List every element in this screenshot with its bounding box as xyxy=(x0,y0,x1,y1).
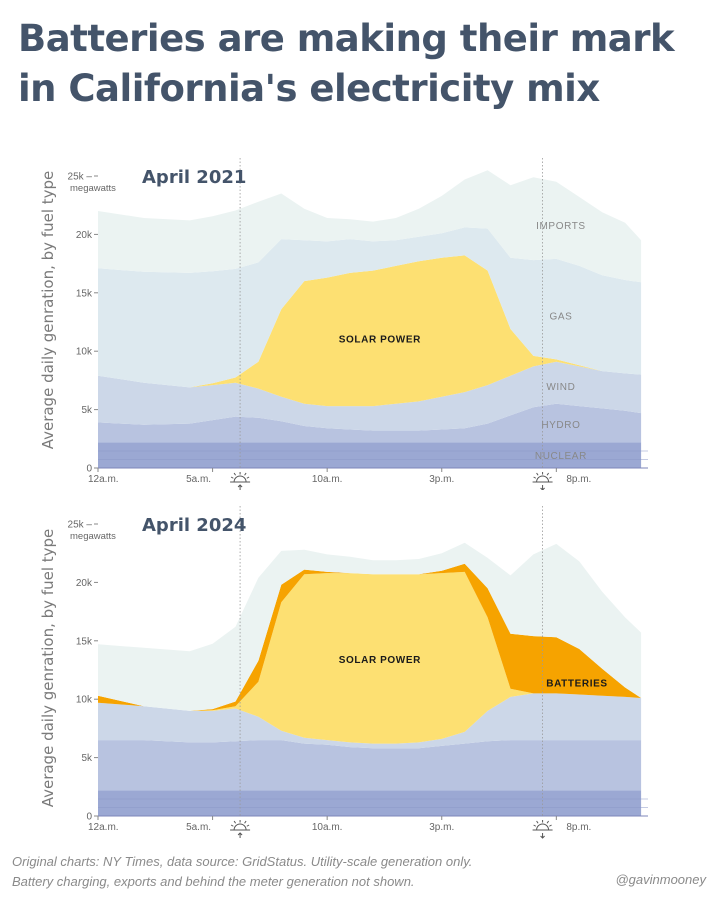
series-label-hydro: HYDRO xyxy=(541,420,580,431)
sunset-icon xyxy=(532,472,553,490)
x-tick-label: 10a.m. xyxy=(312,822,343,833)
chart-april-2024: 0 5k 10k 15k 20k 25k –megawatts 12a.m. 5a.m. 10a… xyxy=(68,506,648,839)
series-label-solar-power: SOLAR POWER xyxy=(339,334,421,345)
chart-april-2021: 0 5k 10k 15k 20k 25k –megawatts 12a.m. 5a.m. 10a… xyxy=(68,158,648,490)
area-imports xyxy=(98,170,642,283)
series-label-batteries: BATTERIES xyxy=(546,678,607,689)
area-solar-power xyxy=(98,255,642,407)
y-tick-label: 5k xyxy=(81,405,93,416)
y-tick-label: 0 xyxy=(86,812,92,823)
y-tick-label: 20k xyxy=(76,230,93,241)
series-label-gas: GAS xyxy=(549,312,572,323)
series-label-nuclear: NUCLEAR xyxy=(535,451,587,462)
y-tick-label: 25k – xyxy=(68,520,93,531)
area-gas xyxy=(98,227,642,388)
series-label-solar-power: SOLAR POWER xyxy=(339,655,421,666)
x-tick-label: 5a.m. xyxy=(186,474,211,485)
area-hydro xyxy=(98,740,642,791)
footer-note: Original charts: NY Times, data source: … xyxy=(12,852,472,892)
x-tick-label: 12a.m. xyxy=(88,822,119,833)
y-tick-label: 10k xyxy=(76,695,93,706)
page-title: Batteries are making their mark in Calif… xyxy=(18,17,675,110)
author-handle: @gavinmooney xyxy=(615,872,706,887)
area-batteries xyxy=(98,563,642,711)
series-label-wind: WIND xyxy=(546,382,575,393)
x-tick-label: 10a.m. xyxy=(312,474,343,485)
x-tick-label: 5a.m. xyxy=(186,822,211,833)
chart-title: April 2024 xyxy=(142,515,246,536)
x-tick-label: 12a.m. xyxy=(88,474,119,485)
area-hydro xyxy=(98,403,642,443)
area-wind xyxy=(98,693,642,749)
x-tick-label: 3p.m. xyxy=(429,822,454,833)
area-imports xyxy=(98,542,642,711)
x-tick-label: 3p.m. xyxy=(429,474,454,485)
y-tick-label: 15k xyxy=(76,288,93,299)
y-tick-label: 20k xyxy=(76,578,93,589)
y-unit-label: megawatts xyxy=(70,183,116,194)
y-tick-label: 0 xyxy=(86,464,92,475)
y-unit-label: megawatts xyxy=(70,531,116,542)
area-solar-power xyxy=(98,571,642,744)
sunrise-icon xyxy=(230,472,251,490)
y-tick-label: 10k xyxy=(76,347,93,358)
y-tick-label: 25k – xyxy=(68,172,93,183)
area-nuclear xyxy=(98,442,642,468)
y-tick-label: 5k xyxy=(81,753,93,764)
sunset-icon xyxy=(532,820,553,839)
sunrise-icon xyxy=(230,820,251,838)
y-tick-label: 15k xyxy=(76,636,93,647)
chart-title: April 2021 xyxy=(142,167,246,188)
area-nuclear xyxy=(98,790,642,816)
footer-line-1: Original charts: NY Times, data source: … xyxy=(12,854,473,869)
footer-line-2: Battery charging, exports and behind the… xyxy=(12,874,415,889)
x-tick-label: 8p.m. xyxy=(566,474,591,485)
x-tick-label: 8p.m. xyxy=(566,822,591,833)
series-label-imports: IMPORTS xyxy=(536,221,586,232)
area-wind xyxy=(98,361,642,431)
